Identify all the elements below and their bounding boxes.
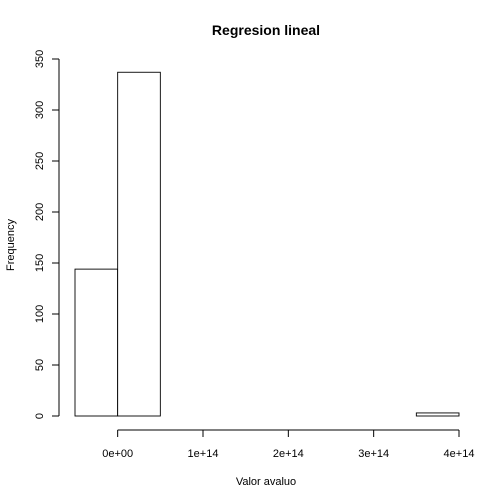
- x-tick-label-3: 3e+14: [358, 448, 389, 460]
- y-tick-label-7: 350: [34, 50, 46, 68]
- x-tick-label-0: 0e+00: [102, 448, 133, 460]
- bars-group: [74, 71, 460, 417]
- y-tick-label-5: 250: [34, 152, 46, 170]
- x-axis: 0e+00 1e+14 2e+14 3e+14 4e+14: [102, 429, 475, 460]
- histogram-bar-1: [117, 71, 161, 417]
- histogram-bar-0: [74, 268, 119, 417]
- y-tick-label-4: 200: [34, 203, 46, 221]
- x-tick-label-2: 2e+14: [273, 448, 304, 460]
- x-tick-label-1: 1e+14: [188, 448, 219, 460]
- y-tick-label-1: 50: [34, 359, 46, 371]
- y-tick-label-6: 300: [34, 101, 46, 119]
- y-tick-label-0: 0: [34, 413, 46, 419]
- x-tick-label-4: 4e+14: [444, 448, 475, 460]
- x-axis-label: Valor avaluo: [236, 476, 296, 488]
- chart-title: Regresion lineal: [212, 22, 320, 38]
- y-axis-label: Frequency: [5, 219, 17, 271]
- histogram-bar-8: [415, 412, 460, 417]
- y-tick-label-3: 150: [34, 254, 46, 272]
- y-tick-label-2: 100: [34, 305, 46, 323]
- y-axis: 0 50 100 150 200 250 300 350: [34, 50, 60, 419]
